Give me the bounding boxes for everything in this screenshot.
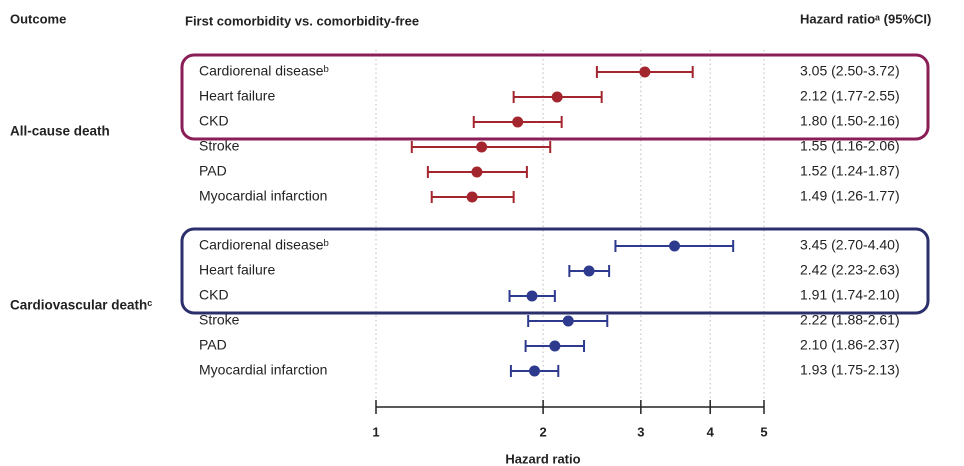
x-tick-label: 3 <box>637 424 644 439</box>
point-estimate <box>584 266 595 277</box>
point-estimate <box>467 192 478 203</box>
row-label: Stroke <box>199 138 240 154</box>
point-estimate <box>552 92 563 103</box>
row-label: CKD <box>199 113 229 129</box>
value-label: 3.05 (2.50-3.72) <box>800 63 900 79</box>
value-label: 2.42 (2.23-2.63) <box>800 262 900 278</box>
value-label: 2.22 (1.88-2.61) <box>800 312 900 328</box>
value-label: 1.80 (1.50-2.16) <box>800 113 900 129</box>
header-comparison: First comorbidity vs. comorbidity-free <box>185 13 419 28</box>
chart: Outcome First comorbidity vs. comorbidit… <box>0 0 964 466</box>
row-label: Cardiorenal diseaseᵇ <box>199 237 329 253</box>
value-label: 3.45 (2.70-4.40) <box>800 237 900 253</box>
point-estimate <box>527 291 538 302</box>
value-label: 2.10 (1.86-2.37) <box>800 337 900 353</box>
value-label: 1.52 (1.24-1.87) <box>800 163 900 179</box>
row-label: Stroke <box>199 312 240 328</box>
row-label: PAD <box>199 337 227 353</box>
row-label: Heart failure <box>199 262 275 278</box>
row-label: Cardiorenal diseaseᵇ <box>199 63 329 79</box>
point-estimate <box>669 241 680 252</box>
x-tick-label: 2 <box>539 424 546 439</box>
header-estimate: Hazard ratioᵃ (95%CI) <box>800 11 931 26</box>
x-tick-label: 5 <box>760 424 767 439</box>
point-estimate <box>512 117 523 128</box>
row-label: PAD <box>199 163 227 179</box>
point-estimate <box>529 366 540 377</box>
value-label: 2.12 (1.77-2.55) <box>800 88 900 104</box>
value-label: 1.49 (1.26-1.77) <box>800 188 900 204</box>
point-estimate <box>563 316 574 327</box>
value-label: 1.91 (1.74-2.10) <box>800 287 900 303</box>
page: {"chart_data": { "type": "forest", "head… <box>0 0 964 466</box>
row-label: Heart failure <box>199 88 275 104</box>
point-estimate <box>549 341 560 352</box>
group-label: Cardiovascular deathᶜ <box>10 298 152 313</box>
value-label: 1.55 (1.16-2.06) <box>800 138 900 154</box>
point-estimate <box>471 167 482 178</box>
point-estimate <box>476 142 487 153</box>
x-tick-label: 4 <box>707 424 715 439</box>
header-outcome: Outcome <box>10 11 66 26</box>
x-tick-label: 1 <box>372 424 379 439</box>
row-label: Myocardial infarction <box>199 188 327 204</box>
row-label: CKD <box>199 287 229 303</box>
x-axis-label: Hazard ratio <box>505 451 580 466</box>
value-label: 1.93 (1.75-2.13) <box>800 362 900 378</box>
row-label: Myocardial infarction <box>199 362 327 378</box>
point-estimate <box>639 67 650 78</box>
group-label: All-cause death <box>10 124 110 139</box>
